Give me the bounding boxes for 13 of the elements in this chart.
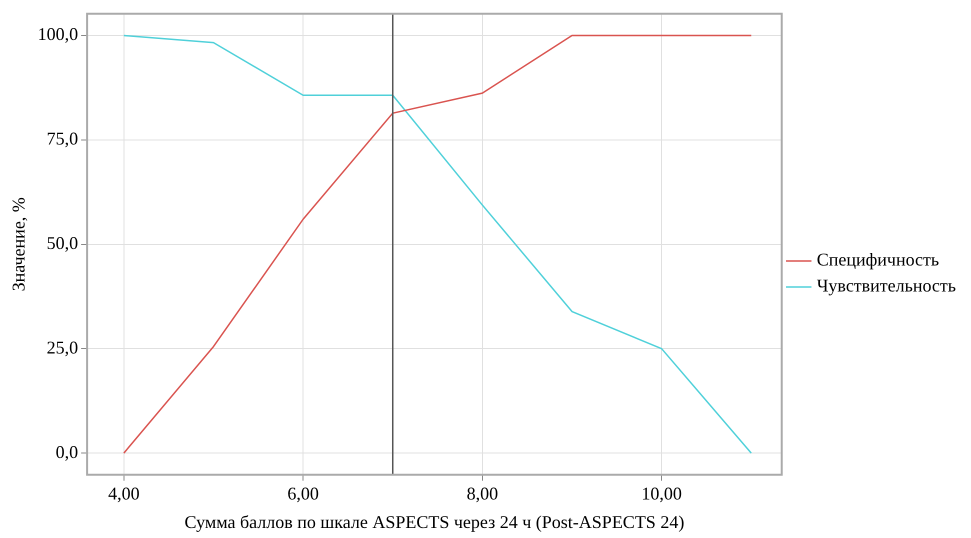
x-tick-label: 6,00 [287, 483, 319, 504]
y-tick-label: 25,0 [46, 337, 78, 358]
legend-label: Специфичность [816, 250, 940, 270]
legend-label: Чувствительность [816, 276, 956, 296]
y-axis-title: Значение, % [8, 197, 29, 292]
x-tick-label: 10,00 [641, 483, 682, 504]
x-tick-label: 8,00 [466, 483, 498, 504]
x-axis-title: Сумма баллов по шкале ASPECTS через 24 ч (Post-ASPECTS 24) [184, 512, 684, 532]
y-tick-label: 100,0 [38, 24, 78, 44]
x-tick-label: 4,00 [108, 483, 140, 504]
y-tick-label: 50,0 [46, 233, 78, 254]
y-tick-label: 75,0 [46, 128, 78, 149]
y-tick-label: 0,0 [56, 442, 78, 462]
